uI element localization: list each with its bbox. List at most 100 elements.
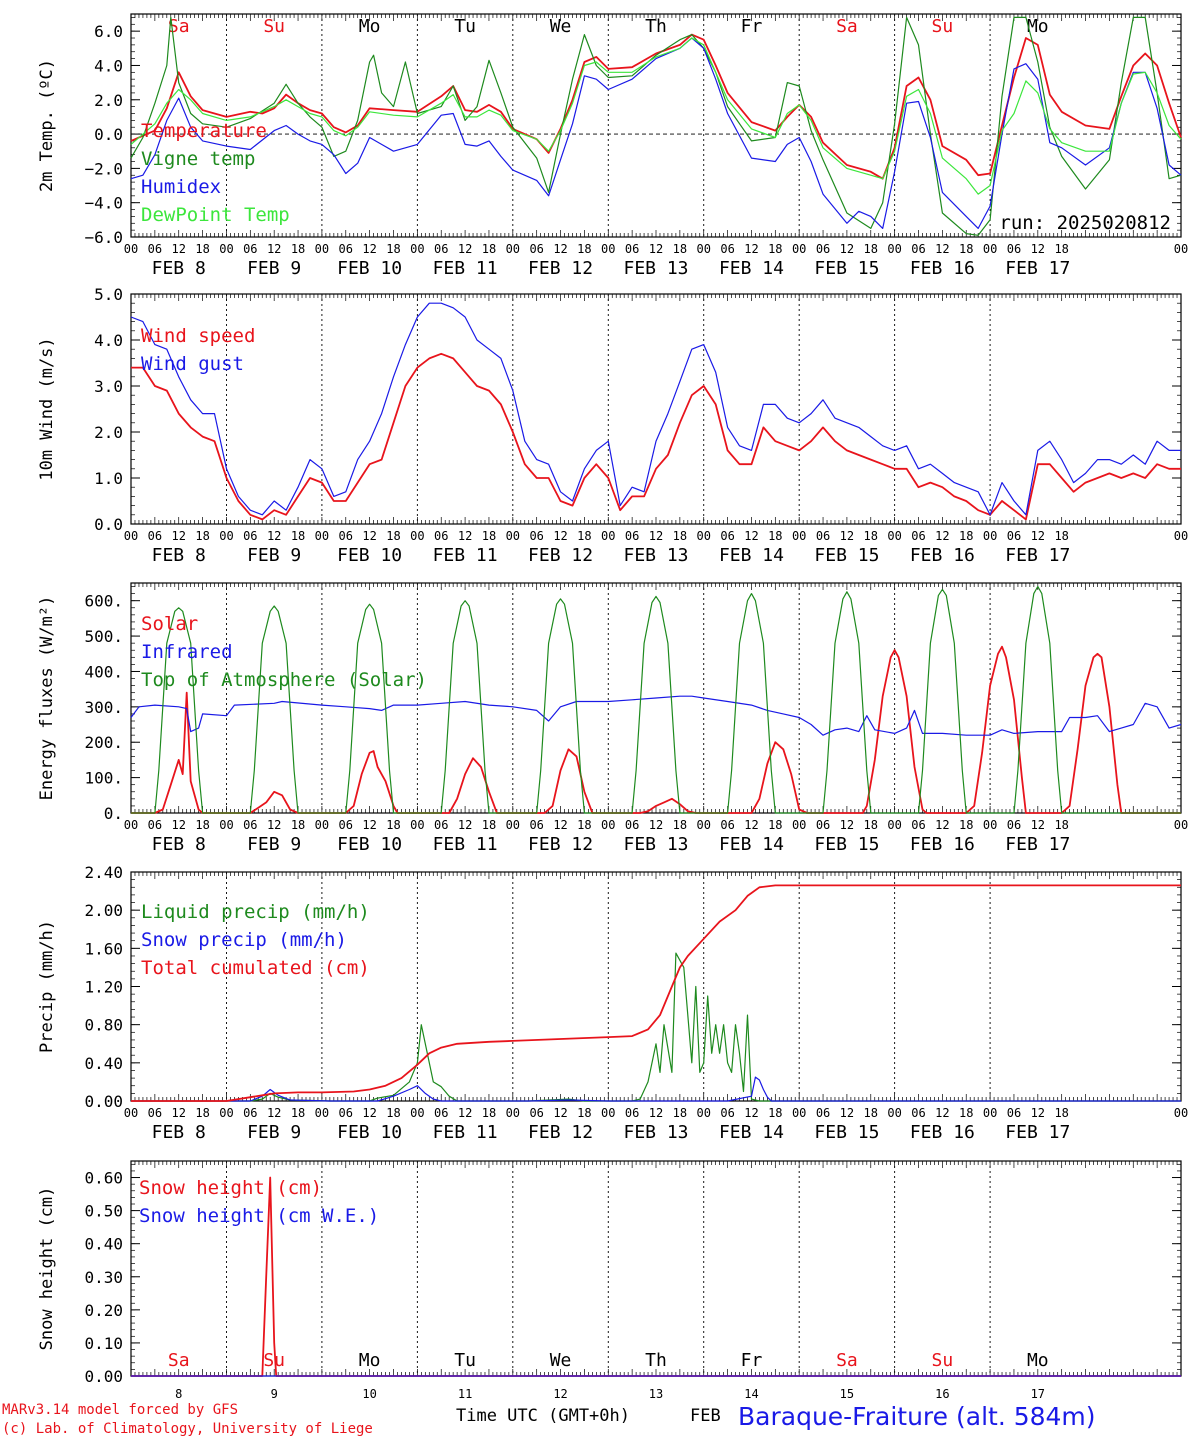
date-label: FEB 16 <box>910 1122 975 1143</box>
legend-vigne-temp: Vigne temp <box>141 148 255 170</box>
hour-label: 00 <box>792 242 806 256</box>
hour-label: 06 <box>1007 242 1021 256</box>
date-label: FEB 9 <box>247 258 301 279</box>
hour-label: 06 <box>243 1106 257 1120</box>
hour-label: 06 <box>625 529 639 543</box>
date-label: FEB 11 <box>433 545 498 566</box>
hour-label: 00 <box>124 1106 138 1120</box>
series-line-humidex <box>130 37 1182 229</box>
hour-label: 00 <box>697 818 711 832</box>
hour-label: 00 <box>219 242 233 256</box>
hour-label: 12 <box>362 529 376 543</box>
hour-label: 18 <box>959 1106 973 1120</box>
panel-2: 0.0 1.0 2.0 3.0 4.0 5.0 10m Wind (m/s) 00 06 12 18… <box>37 285 1188 566</box>
series-line-temperature <box>130 33 1182 180</box>
hour-label: 06 <box>529 818 543 832</box>
panel-4: 0.00 0.40 0.80 1.20 1.60 2.00 2.40 Precip (mm/h… <box>37 863 1188 1143</box>
hour-label: 12 <box>362 1106 376 1120</box>
y-tick-label: 0.0 <box>94 125 123 144</box>
hour-label: 06 <box>339 1106 353 1120</box>
hour-label: 06 <box>911 242 925 256</box>
hour-label: 12 <box>935 818 949 832</box>
hour-label: 06 <box>720 1106 734 1120</box>
hour-label: 18 <box>673 529 687 543</box>
legend-solar: Solar <box>141 613 198 635</box>
day-name: Sa <box>836 16 858 37</box>
hour-label: 06 <box>434 242 448 256</box>
y-tick-label: −4.0 <box>84 194 123 213</box>
hour-label: 18 <box>195 818 209 832</box>
hour-label: 00 <box>124 242 138 256</box>
date-label: FEB 15 <box>814 1122 879 1143</box>
legend-liquid-precip-mm-h-: Liquid precip (mm/h) <box>141 901 370 923</box>
y-tick-label: 2.40 <box>84 863 123 882</box>
hour-label: 18 <box>482 242 496 256</box>
day-name: Mo <box>359 1350 381 1371</box>
date-label: FEB 11 <box>433 258 498 279</box>
hour-label: 06 <box>148 242 162 256</box>
hour-label: 12 <box>935 1106 949 1120</box>
hour-label: 12 <box>935 242 949 256</box>
date-label: FEB 14 <box>719 834 784 855</box>
legend-snow-height-cm-: Snow height (cm) <box>139 1177 322 1199</box>
hour-label: 00 <box>887 818 901 832</box>
month-label: FEB <box>690 1406 721 1426</box>
day-name: Su <box>932 16 954 37</box>
date-label: FEB 9 <box>247 834 301 855</box>
y-tick-label: −6.0 <box>84 228 123 247</box>
hour-label: 06 <box>720 242 734 256</box>
hour-label: 00 <box>219 1106 233 1120</box>
date-label: FEB 10 <box>337 1122 402 1143</box>
hour-label: 00 <box>983 529 997 543</box>
date-label: FEB 17 <box>1005 834 1070 855</box>
hour-label: 00 <box>601 1106 615 1120</box>
hour-label: 18 <box>1054 1106 1068 1120</box>
hour-label: 00 <box>983 1106 997 1120</box>
y-axis-label: 10m Wind (m/s) <box>37 337 57 480</box>
hour-label: 06 <box>911 1106 925 1120</box>
y-tick-label: 0.20 <box>84 1301 123 1320</box>
y-tick-label: 200. <box>84 733 123 752</box>
series-line-total-cumulated-cm- <box>131 884 1181 1102</box>
hour-label: 06 <box>529 529 543 543</box>
hour-label: 06 <box>243 818 257 832</box>
date-label: FEB 9 <box>247 1122 301 1143</box>
date-label: FEB 12 <box>528 545 593 566</box>
date-label: FEB 8 <box>152 545 206 566</box>
hour-label: 18 <box>768 242 782 256</box>
hour-label: 18 <box>1054 818 1068 832</box>
date-label: FEB 10 <box>337 545 402 566</box>
hour-label: 00 <box>1174 818 1188 832</box>
legend-infrared: Infrared <box>141 641 233 663</box>
y-tick-label: 1.20 <box>84 978 123 997</box>
series-line-top-of-atmosphere-solar- <box>131 585 1181 814</box>
y-tick-label: 3.0 <box>94 377 123 396</box>
date-label: FEB 17 <box>1005 258 1070 279</box>
y-tick-label: 0.60 <box>84 1169 123 1188</box>
hour-label: 12 <box>458 818 472 832</box>
date-label: FEB 13 <box>623 1122 688 1143</box>
y-tick-label: 0.40 <box>84 1235 123 1254</box>
y-tick-label: 600. <box>84 592 123 611</box>
hour-label: 06 <box>529 242 543 256</box>
hour-label: 18 <box>482 1106 496 1120</box>
legend-snow-precip-mm-h-: Snow precip (mm/h) <box>141 929 347 951</box>
hour-label: 12 <box>840 529 854 543</box>
hour-label: 06 <box>1007 529 1021 543</box>
hour-label: 12 <box>172 242 186 256</box>
date-label: FEB 12 <box>528 1122 593 1143</box>
date-label: FEB 13 <box>623 545 688 566</box>
hour-label: 00 <box>124 529 138 543</box>
hour-label: 18 <box>577 1106 591 1120</box>
hour-label: 12 <box>172 529 186 543</box>
legend-humidex: Humidex <box>141 176 221 198</box>
date-label: FEB 8 <box>152 834 206 855</box>
panel-5: 0.00 0.10 0.20 0.30 0.40 0.50 0.60 Snow height … <box>37 1160 1182 1401</box>
x-axis-title: Time UTC (GMT+0h) <box>456 1406 630 1426</box>
hour-label: 00 <box>697 1106 711 1120</box>
y-tick-label: 0. <box>104 804 123 823</box>
series-line-wind-speed <box>131 352 1181 521</box>
hour-label: 18 <box>864 242 878 256</box>
hour-label: 18 <box>959 818 973 832</box>
